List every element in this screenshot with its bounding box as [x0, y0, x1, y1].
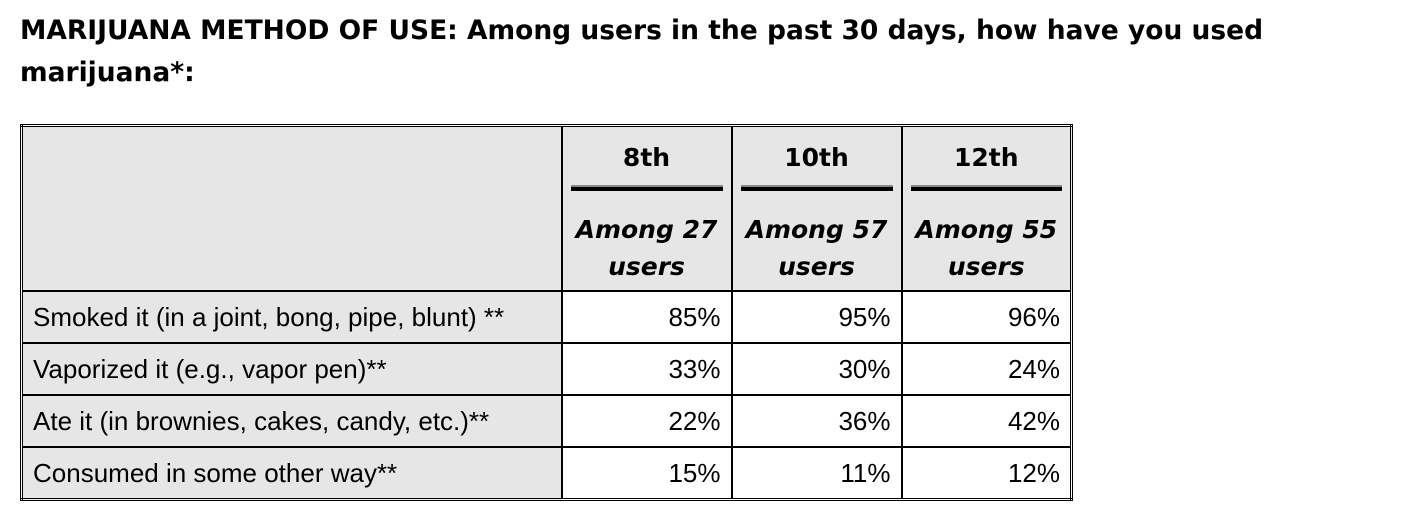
- row-value: 30%: [730, 342, 903, 396]
- page-title: MARIJUANA METHOD OF USE: Among users in …: [20, 15, 1264, 88]
- header-grade-8th: 8th Among 27 users: [560, 124, 733, 292]
- table-row: Consumed in some other way** 15% 11% 12%: [20, 446, 1073, 501]
- header-divider: [570, 185, 723, 191]
- header-divider: [910, 185, 1062, 191]
- table-header-row: 8th Among 27 users 10th Among 57 users 1…: [20, 124, 1073, 292]
- row-value: 12%: [900, 446, 1073, 501]
- row-label: Vaporized it (e.g., vapor pen)**: [20, 342, 563, 396]
- grade-users-count: Among 57 users: [745, 215, 888, 281]
- grade-users-count: Among 55 users: [915, 215, 1058, 281]
- grade-users-count: Among 27 users: [575, 215, 718, 281]
- table-row: Vaporized it (e.g., vapor pen)** 33% 30%…: [20, 342, 1073, 396]
- row-value: 15%: [560, 446, 733, 501]
- row-label: Smoked it (in a joint, bong, pipe, blunt…: [20, 290, 563, 344]
- row-value: 96%: [900, 290, 1073, 344]
- grade-name: 8th: [622, 143, 671, 172]
- row-value: 95%: [730, 290, 903, 344]
- row-value: 22%: [560, 394, 733, 448]
- header-divider: [740, 185, 893, 191]
- row-label: Consumed in some other way**: [20, 446, 563, 501]
- row-value: 11%: [730, 446, 903, 501]
- grade-name: 10th: [784, 143, 849, 172]
- row-value: 36%: [730, 394, 903, 448]
- header-grade-10th: 10th Among 57 users: [730, 124, 903, 292]
- row-value: 42%: [900, 394, 1073, 448]
- header-empty-cell: [20, 124, 563, 292]
- row-value: 33%: [560, 342, 733, 396]
- row-value: 24%: [900, 342, 1073, 396]
- table-row: Smoked it (in a joint, bong, pipe, blunt…: [20, 290, 1073, 344]
- table-row: Ate it (in brownies, cakes, candy, etc.)…: [20, 394, 1073, 448]
- header-grade-12th: 12th Among 55 users: [900, 124, 1073, 292]
- method-of-use-table: 8th Among 27 users 10th Among 57 users 1…: [20, 124, 1073, 501]
- row-label: Ate it (in brownies, cakes, candy, etc.)…: [20, 394, 563, 448]
- row-value: 85%: [560, 290, 733, 344]
- grade-name: 12th: [953, 143, 1019, 172]
